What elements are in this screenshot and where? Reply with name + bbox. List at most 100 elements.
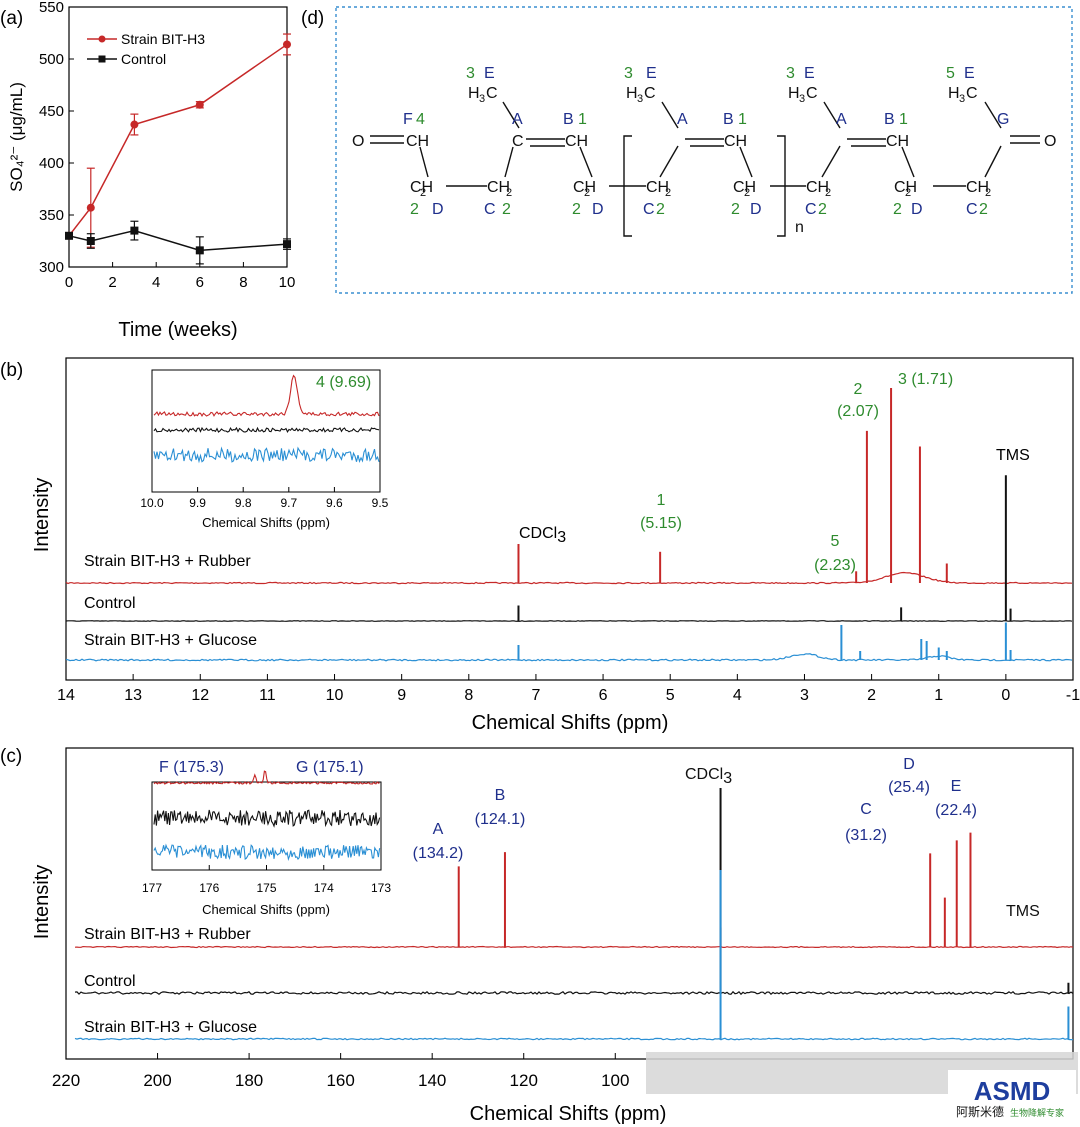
b-xtick-label: 1 xyxy=(934,687,943,704)
trace-label-c-glucose: Strain BIT-H3 + Glucose xyxy=(84,1019,257,1036)
lbl-2f: 2 xyxy=(818,201,827,218)
a-ytick-label: 450 xyxy=(39,103,64,120)
a-point xyxy=(86,203,95,212)
lbl-2e: 2 xyxy=(731,201,740,218)
ann-c-C: C xyxy=(860,801,872,818)
atom-CH2-C2: CH xyxy=(646,179,669,196)
a-ytick-label: 500 xyxy=(39,51,64,68)
b-xtick-label: 8 xyxy=(464,687,473,704)
chart-a-legend: Strain BIT-H3 Control xyxy=(87,31,205,67)
lbl-F: F xyxy=(403,111,413,128)
a-xtick-label: 0 xyxy=(65,274,73,291)
ann-b-2-val: (2.07) xyxy=(837,403,879,420)
atom-C-e4: C xyxy=(966,85,978,102)
c-xtick-label: 200 xyxy=(143,1071,171,1090)
lbl-Db: D xyxy=(592,201,604,218)
sub2-c1: 2 xyxy=(506,187,512,199)
a-ytick-label: 550 xyxy=(39,0,64,16)
lbl-5: 5 xyxy=(946,65,955,82)
inset-c-trace xyxy=(153,770,380,785)
trace-label-b-glucose: Strain BIT-H3 + Glucose xyxy=(84,632,257,649)
sub3-e3: 3 xyxy=(799,93,805,105)
b-xtick-label: 9 xyxy=(397,687,406,704)
inset-c-tick-label: 175 xyxy=(256,881,276,895)
atom-CH2-D1: CH xyxy=(410,179,433,196)
inset-c-ann-F: F (175.3) xyxy=(159,759,224,776)
inset-b-tick-label: 10.0 xyxy=(140,496,164,510)
inset-b-tick-label: 9.8 xyxy=(235,496,252,510)
inset-c-tick-label: 177 xyxy=(142,881,162,895)
b-xtick-label: 12 xyxy=(191,687,209,704)
b-xtick-label: 14 xyxy=(57,687,75,704)
atom-H3C-2: H xyxy=(626,85,638,102)
lbl-3b: 3 xyxy=(624,65,633,82)
lbl-Ea: E xyxy=(484,65,495,82)
atom-CH-F: CH xyxy=(406,133,429,150)
c-xtick-label: 180 xyxy=(235,1071,263,1090)
b-xtick-label: 6 xyxy=(599,687,608,704)
inset-b-tick-label: 9.9 xyxy=(189,496,206,510)
ann-c-B-val: (124.1) xyxy=(475,811,526,828)
a-ytick-label: 300 xyxy=(39,259,64,276)
spectrum-baseline xyxy=(65,571,1073,585)
trace-label-c-control: Control xyxy=(84,973,136,990)
a-xtick-label: 10 xyxy=(279,274,296,291)
lbl-Ec: E xyxy=(804,65,815,82)
lbl-Ca: C xyxy=(484,201,496,218)
sub2-d4: 2 xyxy=(905,187,911,199)
inset-b-tick-label: 9.7 xyxy=(280,496,297,510)
atom-C-e2: C xyxy=(644,85,656,102)
logo-text: ASMD xyxy=(974,1076,1051,1106)
b-xtick-label: 5 xyxy=(666,687,675,704)
a-xtick-label: 8 xyxy=(239,274,247,291)
chart-c-ylabel: Intensity xyxy=(31,865,53,939)
inset-c-trace xyxy=(153,843,381,862)
lbl-3a: 3 xyxy=(466,65,475,82)
lbl-4: 4 xyxy=(416,111,425,128)
inset-c-tick-label: 176 xyxy=(199,881,219,895)
chart-c-inset: 177 176 175 174 173 Chemical Shifts (ppm) F … xyxy=(142,759,391,917)
inset-b-trace xyxy=(153,446,380,464)
structure-box xyxy=(335,6,1073,294)
atom-CH2-C1: CH xyxy=(487,179,510,196)
ann-b-5: 5 xyxy=(831,533,840,550)
a-point xyxy=(195,100,204,109)
atom-C-e1: C xyxy=(486,85,498,102)
inset-c-tick-label: 173 xyxy=(371,881,391,895)
b-xtick-label: 0 xyxy=(1001,687,1010,704)
spectrum-baseline xyxy=(74,945,1074,949)
chart-b: 14 13 12 11 10 9 8 7 6 5 4 3 2 1 0 -1 Chemical Shifts (… xyxy=(31,357,1080,734)
chart-c-annotations: A (134.2) B (124.1) CDCl3 C (31.2) D (25… xyxy=(413,756,1040,920)
atom-CH2-D3: CH xyxy=(733,179,756,196)
b-xtick-label: 11 xyxy=(259,687,276,704)
sub3-e2: 3 xyxy=(637,93,643,105)
c-xtick-label: 100 xyxy=(601,1071,629,1090)
spectrum-baseline xyxy=(65,653,1073,662)
c-xtick-label: 160 xyxy=(326,1071,354,1090)
atom-H3C-3: H xyxy=(788,85,800,102)
lbl-Cc: C xyxy=(805,201,817,218)
atom-CH-B2: CH xyxy=(724,133,747,150)
ann-c-A-val: (134.2) xyxy=(413,845,464,862)
lbl-Cd: C xyxy=(966,201,978,218)
ann-c-D: D xyxy=(903,756,915,773)
atom-CH-B3: CH xyxy=(886,133,909,150)
inset-c-ann-G: G (175.1) xyxy=(296,759,364,776)
atom-CH2-D4: CH xyxy=(894,179,917,196)
spectrum-baseline xyxy=(65,620,1073,622)
ann-b-tms: TMS xyxy=(996,447,1030,464)
b-xtick-label: 4 xyxy=(733,687,742,704)
b-xtick-label: 3 xyxy=(800,687,809,704)
a-series-line-0 xyxy=(68,43,288,237)
inset-b-annotation: 4 (9.69) xyxy=(316,374,371,391)
ann-c-C-val: (31.2) xyxy=(845,827,887,844)
spectrum-baseline xyxy=(74,1037,1074,1041)
legend-label-rubber: Strain BIT-H3 xyxy=(121,31,205,47)
chart-a-ylabel: SO₄²⁻ (μg/mL) xyxy=(7,82,26,192)
inset-b-trace xyxy=(153,426,380,434)
ann-b-1: 1 xyxy=(657,492,666,509)
chart-b-xlabel: Chemical Shifts (ppm) xyxy=(472,712,669,734)
a-point xyxy=(86,237,95,245)
